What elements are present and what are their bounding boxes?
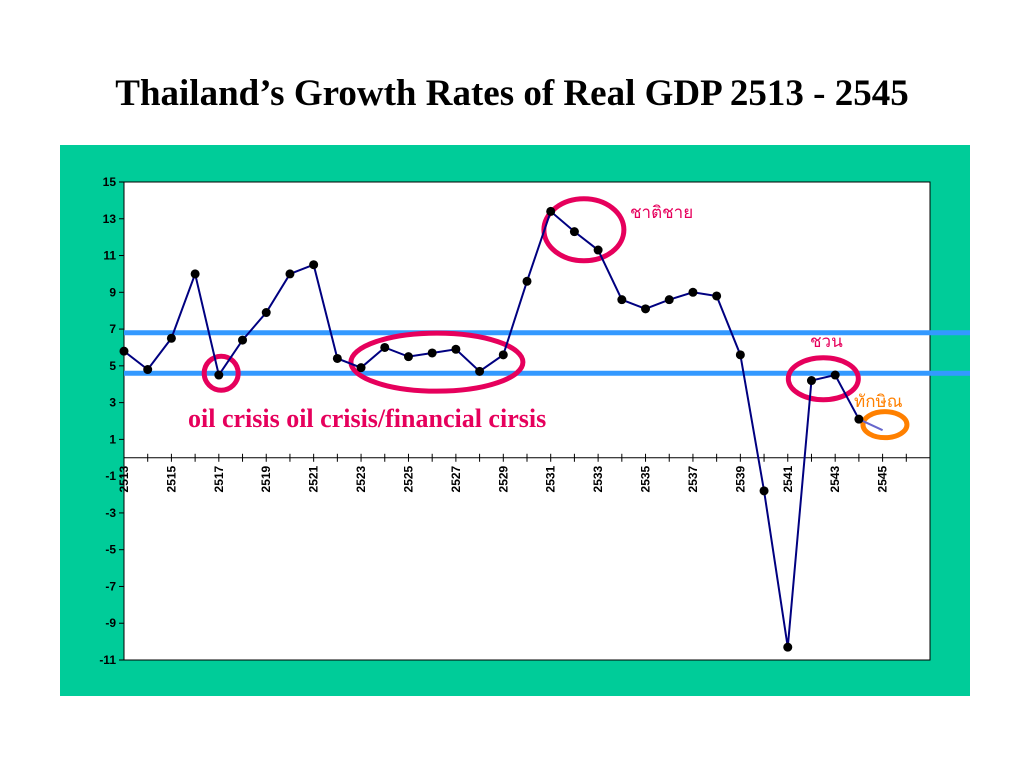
data-point bbox=[143, 365, 153, 375]
data-point bbox=[427, 348, 437, 358]
y-tick-label: -9 bbox=[105, 616, 116, 630]
y-tick-label: -1 bbox=[105, 469, 116, 483]
y-tick-label: 15 bbox=[103, 175, 117, 189]
data-point bbox=[475, 366, 485, 376]
gdp-line-chart: 15 13 11 9 7 5 3 1 -1 -3 -5 -7 -9 -11 2513 2515 2517 2519… bbox=[99, 175, 970, 667]
reference-lines bbox=[124, 330, 970, 376]
axes: 15 13 11 9 7 5 3 1 -1 -3 -5 -7 -9 -11 2513 2515 2517 2519… bbox=[99, 175, 931, 667]
x-tick-label: 2531 bbox=[544, 465, 558, 492]
x-tick-label: 2535 bbox=[639, 465, 653, 492]
x-tick-label: 2513 bbox=[117, 465, 131, 492]
x-tick-label: 2525 bbox=[401, 465, 415, 492]
annotation-chuan: ชวน bbox=[810, 332, 843, 352]
annotation-chatichai: ชาติชาย bbox=[630, 203, 693, 223]
data-point bbox=[783, 642, 793, 652]
data-point bbox=[546, 206, 556, 216]
y-tick-label: -5 bbox=[105, 543, 116, 557]
y-tick-label: 9 bbox=[109, 285, 116, 299]
y-tick-label: 13 bbox=[103, 212, 117, 226]
data-point bbox=[380, 342, 390, 352]
data-point bbox=[261, 308, 271, 318]
y-tick-label: 11 bbox=[103, 249, 116, 263]
data-point bbox=[522, 276, 532, 286]
x-tick-label: 2517 bbox=[212, 465, 226, 492]
data-point bbox=[214, 370, 224, 380]
data-point bbox=[309, 260, 319, 270]
data-point bbox=[403, 352, 413, 362]
data-point bbox=[617, 295, 627, 305]
y-tick-label: 5 bbox=[109, 359, 116, 373]
data-point bbox=[285, 269, 295, 279]
y-tick-label: 1 bbox=[109, 432, 116, 446]
data-point bbox=[166, 333, 176, 343]
x-tick-label: 2545 bbox=[876, 465, 890, 492]
data-point bbox=[119, 346, 129, 356]
data-point bbox=[190, 269, 200, 279]
x-tick-label: 2539 bbox=[733, 465, 747, 492]
x-tick-label: 2515 bbox=[164, 465, 178, 492]
x-tick-label: 2521 bbox=[307, 465, 321, 492]
x-tick-label: 2527 bbox=[449, 465, 463, 492]
data-point bbox=[712, 291, 722, 301]
data-point bbox=[641, 304, 651, 314]
data-point bbox=[593, 245, 603, 255]
y-tick-label: 3 bbox=[109, 396, 116, 410]
x-tick-label: 2523 bbox=[354, 465, 368, 492]
data-point bbox=[356, 363, 366, 373]
x-tick-label: 2519 bbox=[259, 465, 273, 492]
data-point bbox=[759, 486, 769, 496]
data-point bbox=[688, 287, 698, 297]
data-point bbox=[332, 353, 342, 363]
thaksin-circle bbox=[860, 409, 910, 441]
plot-area bbox=[123, 181, 931, 661]
data-point bbox=[238, 335, 248, 345]
x-tick-label: 2543 bbox=[828, 465, 842, 492]
data-point bbox=[451, 344, 461, 354]
y-tick-label: -3 bbox=[105, 506, 116, 520]
chuan-circle bbox=[785, 355, 861, 403]
x-tick-label: 2541 bbox=[781, 465, 795, 492]
y-tick-label: -11 bbox=[99, 653, 116, 667]
series-group bbox=[119, 206, 884, 652]
data-point bbox=[735, 350, 745, 360]
series-line bbox=[123, 209, 860, 648]
data-point bbox=[806, 376, 816, 386]
oil-crisis-circle bbox=[201, 353, 241, 393]
data-point bbox=[664, 295, 674, 305]
data-point bbox=[854, 414, 864, 424]
annotation-oil-crisis: oil crisis oil crisis/financial cirsis bbox=[188, 404, 546, 433]
y-tick-label: -7 bbox=[105, 579, 116, 593]
data-point bbox=[830, 370, 840, 380]
x-tick-label: 2533 bbox=[591, 465, 605, 492]
data-point bbox=[569, 227, 579, 237]
financial-crisis-ellipse bbox=[348, 330, 526, 394]
slide-title: Thailand’s Growth Rates of Real GDP 2513… bbox=[115, 73, 909, 114]
annotation-thaksin: ทักษิณ bbox=[854, 392, 903, 412]
chart-panel: 15 13 11 9 7 5 3 1 -1 -3 -5 -7 -9 -11 2513 2515 2517 2519… bbox=[60, 145, 970, 696]
data-point bbox=[498, 350, 508, 360]
y-tick-label: 7 bbox=[109, 322, 116, 336]
x-tick-label: 2537 bbox=[686, 465, 700, 492]
x-tick-label: 2529 bbox=[496, 465, 510, 492]
